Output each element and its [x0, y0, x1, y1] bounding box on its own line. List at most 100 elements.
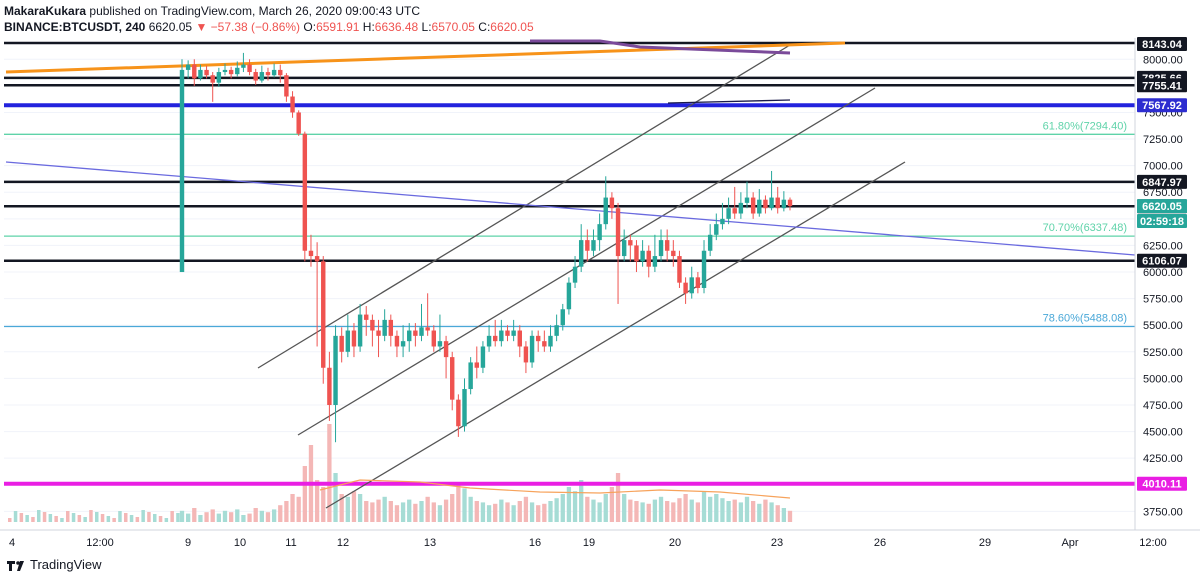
volume-bar: [579, 480, 584, 522]
volume-bar: [179, 510, 185, 522]
volume-bar: [37, 510, 41, 522]
volume-bar: [339, 494, 344, 522]
volume-bar: [628, 499, 633, 522]
candle-body: [327, 367, 332, 405]
candle-body: [351, 330, 357, 347]
trend-line: [257, 44, 791, 369]
volume-bar: [585, 496, 590, 522]
volume-bar: [615, 473, 621, 522]
price-axis[interactable]: 3750.004000.004250.004500.004750.005000.…: [0, 37, 1200, 531]
volume-bar: [89, 510, 93, 522]
volume-bar: [468, 496, 473, 522]
time-tick-label: 12:00: [86, 537, 114, 549]
candle-body: [628, 240, 633, 246]
volume-bar: [462, 488, 467, 522]
volume-bar: [198, 515, 203, 522]
fib-labels-layer: 61.80%(7294.40) 70.70%(6337.48) 78.60%(548…: [1043, 120, 1127, 324]
price-tick-label: 5000.00: [1143, 373, 1183, 385]
volume-bar: [425, 496, 430, 522]
volume-bar: [493, 503, 498, 522]
volume-bar: [321, 487, 326, 522]
open-label: O:: [303, 20, 317, 34]
candle-body: [695, 277, 701, 288]
candles-layer[interactable]: [179, 52, 793, 443]
volume-bar: [228, 512, 234, 522]
volume-bar: [511, 505, 516, 522]
volume-bar: [42, 512, 47, 522]
volume-bar: [314, 480, 320, 522]
time-tick-label: 16: [529, 537, 541, 549]
footer-brand[interactable]: TradingView: [30, 557, 102, 572]
volume-bar: [572, 491, 578, 522]
volume-bar: [677, 498, 682, 522]
candle-body: [364, 314, 369, 320]
volume-bar: [560, 494, 565, 522]
low-label: L:: [421, 20, 432, 34]
volume-bar: [382, 496, 387, 522]
candle-body: [523, 346, 529, 363]
high-value: 6636.48: [374, 20, 419, 34]
candle-body: [744, 197, 750, 203]
volume-bar: [603, 494, 608, 522]
candle-body: [468, 362, 473, 390]
volume-bar: [54, 516, 58, 522]
price-badge-label: 4010.11: [1142, 479, 1181, 491]
volume-bar: [388, 501, 393, 522]
candle-body: [407, 330, 412, 342]
candle-body: [726, 208, 731, 219]
volume-bar: [216, 513, 221, 522]
volume-bar: [744, 496, 750, 522]
candle-body: [474, 362, 479, 368]
volume-bar: [542, 503, 547, 522]
candle-body: [302, 133, 308, 251]
volume-bar: [247, 513, 252, 522]
time-tick-label: 29: [979, 537, 991, 549]
tradingview-logo-icon: [7, 560, 24, 571]
volume-bar: [71, 513, 76, 522]
volume-bar: [505, 502, 510, 522]
volume-bar: [431, 502, 436, 522]
candle-body: [253, 72, 258, 81]
time-axis[interactable]: 4 12:00 9 10 11 12 13 16 19 20 23 26 29 Apr 12:00: [9, 537, 1167, 549]
volume-bar: [31, 517, 35, 522]
candle-body: [769, 197, 774, 209]
trend-line: [297, 87, 876, 436]
volume-bar: [164, 518, 169, 522]
time-tick-label: 26: [874, 537, 886, 549]
trend-line: [667, 99, 791, 104]
volume-bar: [646, 503, 651, 522]
candle-body: [652, 256, 658, 267]
candle-body: [499, 330, 504, 342]
volume-bar: [296, 496, 301, 522]
volume-bar: [95, 512, 99, 522]
candle-body: [658, 240, 664, 257]
volume-bar: [124, 513, 128, 522]
volume-bar: [60, 518, 64, 522]
candle-body: [321, 261, 326, 368]
volume-bar: [204, 512, 209, 522]
volume-bar: [176, 513, 180, 522]
volume-bar: [701, 491, 707, 522]
volume-bar: [351, 491, 357, 522]
volume-bar: [394, 505, 400, 522]
candle-body: [560, 309, 565, 326]
time-tick-label: 19: [583, 537, 595, 549]
candle-body: [554, 325, 559, 336]
volume-bar: [720, 498, 725, 522]
candle-body: [664, 240, 670, 251]
volume-bar: [271, 509, 277, 522]
candle-body: [720, 218, 725, 225]
volume-bar: [781, 508, 787, 522]
candle-body: [382, 319, 387, 336]
horizontal-lines-layer: [4, 41, 1135, 486]
price-badge-label: 6620.05: [1142, 201, 1182, 213]
chart-header: MakaraKukara published on TradingView.co…: [4, 3, 534, 35]
volume-bar: [210, 509, 215, 522]
volume-bar: [400, 502, 406, 522]
candle-body: [603, 197, 608, 225]
candle-body: [339, 335, 344, 352]
candle-body: [505, 330, 510, 336]
author-name[interactable]: MakaraKukara: [4, 4, 87, 18]
price-badge: [1137, 476, 1187, 491]
